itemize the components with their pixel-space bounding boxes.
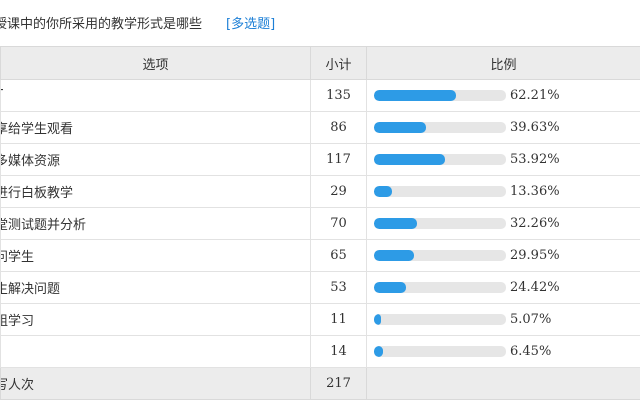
- ratio-cell: 39.63%: [366, 111, 640, 144]
- table-row: 堂测试题并分析 70 32.26%: [0, 207, 640, 240]
- table-row: 进行白板教学 29 13.36%: [0, 175, 640, 208]
- option-cell: 堂测试题并分析: [0, 207, 311, 240]
- progress-bar-track: [374, 186, 506, 197]
- ratio-cell: 5.07%: [366, 303, 640, 336]
- progress-bar-fill: [374, 218, 417, 229]
- option-label: 问学生: [2, 250, 35, 265]
- progress-bar-fill: [374, 90, 457, 101]
- ratio-cell: 13.36%: [366, 175, 640, 208]
- total-ratio-cell: [366, 367, 640, 400]
- count-cell: 117: [310, 143, 367, 176]
- table-row: 14 6.45%: [0, 335, 640, 368]
- percent-label: 24.42%: [510, 280, 560, 295]
- percent-label: 32.26%: [510, 216, 560, 231]
- progress-bar-fill: [374, 250, 414, 261]
- option-label: 多媒体资源: [0, 154, 61, 169]
- header-option: 选项: [0, 46, 311, 80]
- option-cell: 组学习: [0, 303, 311, 336]
- table-row: 多媒体资源 117 53.92%: [0, 143, 640, 176]
- count-cell: 29: [310, 175, 367, 208]
- table-row: 生解决问题 53 24.42%: [0, 271, 640, 304]
- option-cell: 生解决问题: [0, 271, 311, 304]
- header-count: 小计: [310, 46, 367, 80]
- count-cell: 135: [310, 79, 367, 112]
- table-header-row: 选项 小计 比例: [0, 46, 640, 80]
- question-header: 授课中的你所采用的教学形式是哪些 [多选题]: [0, 0, 640, 44]
- count-cell: 14: [310, 335, 367, 368]
- ratio-cell: 29.95%: [366, 239, 640, 272]
- ratio-cell: 62.21%: [366, 79, 640, 112]
- count-cell: 53: [310, 271, 367, 304]
- option-label: 组学习: [2, 314, 35, 329]
- percent-label: 13.36%: [510, 184, 560, 199]
- option-cell: 进行白板教学: [0, 175, 311, 208]
- percent-label: 29.95%: [510, 248, 560, 263]
- total-label-cell: 写人次: [0, 367, 311, 400]
- ratio-cell: 6.45%: [366, 335, 640, 368]
- count-cell: 65: [310, 239, 367, 272]
- total-label: 写人次: [2, 378, 35, 393]
- percent-label: 62.21%: [510, 88, 560, 103]
- results-table: 选项 小计 比例 T 135 62.21% 享给学生观看 86 39.63% 多媒体资源 11…: [0, 46, 640, 400]
- progress-bar-track: [374, 218, 506, 229]
- progress-bar-fill: [374, 314, 381, 325]
- progress-bar-track: [374, 282, 506, 293]
- ratio-cell: 32.26%: [366, 207, 640, 240]
- option-label: T: [2, 88, 3, 103]
- percent-label: 39.63%: [510, 120, 560, 135]
- count-cell: 11: [310, 303, 367, 336]
- table-row: T 135 62.21%: [0, 79, 640, 112]
- option-label: 堂测试题并分析: [0, 218, 87, 233]
- progress-bar-fill: [374, 154, 446, 165]
- total-count: 217: [310, 367, 367, 400]
- ratio-cell: 53.92%: [366, 143, 640, 176]
- ratio-cell: 24.42%: [366, 271, 640, 304]
- option-label: 进行白板教学: [0, 186, 74, 201]
- question-type-tag: [多选题]: [226, 16, 276, 32]
- question-title: 授课中的你所采用的教学形式是哪些: [0, 16, 203, 32]
- table-row: 组学习 11 5.07%: [0, 303, 640, 336]
- count-cell: 86: [310, 111, 367, 144]
- progress-bar-track: [374, 314, 506, 325]
- option-cell: [0, 335, 311, 368]
- table-row: 问学生 65 29.95%: [0, 239, 640, 272]
- total-row: 写人次 217: [0, 367, 640, 400]
- option-cell: 问学生: [0, 239, 311, 272]
- option-cell: 多媒体资源: [0, 143, 311, 176]
- percent-label: 53.92%: [510, 152, 560, 167]
- count-cell: 70: [310, 207, 367, 240]
- option-cell: T: [0, 79, 311, 112]
- progress-bar-fill: [374, 122, 427, 133]
- progress-bar-fill: [374, 346, 383, 357]
- percent-label: 5.07%: [510, 312, 552, 327]
- table-row: 享给学生观看 86 39.63%: [0, 111, 640, 144]
- option-label: 生解决问题: [0, 282, 61, 297]
- progress-bar-track: [374, 250, 506, 261]
- percent-label: 6.45%: [510, 344, 552, 359]
- progress-bar-fill: [374, 282, 407, 293]
- option-cell: 享给学生观看: [0, 111, 311, 144]
- progress-bar-track: [374, 90, 506, 101]
- progress-bar-track: [374, 346, 506, 357]
- progress-bar-track: [374, 154, 506, 165]
- progress-bar-fill: [374, 186, 392, 197]
- progress-bar-track: [374, 122, 506, 133]
- option-label: 享给学生观看: [0, 122, 74, 137]
- header-ratio: 比例: [366, 46, 640, 80]
